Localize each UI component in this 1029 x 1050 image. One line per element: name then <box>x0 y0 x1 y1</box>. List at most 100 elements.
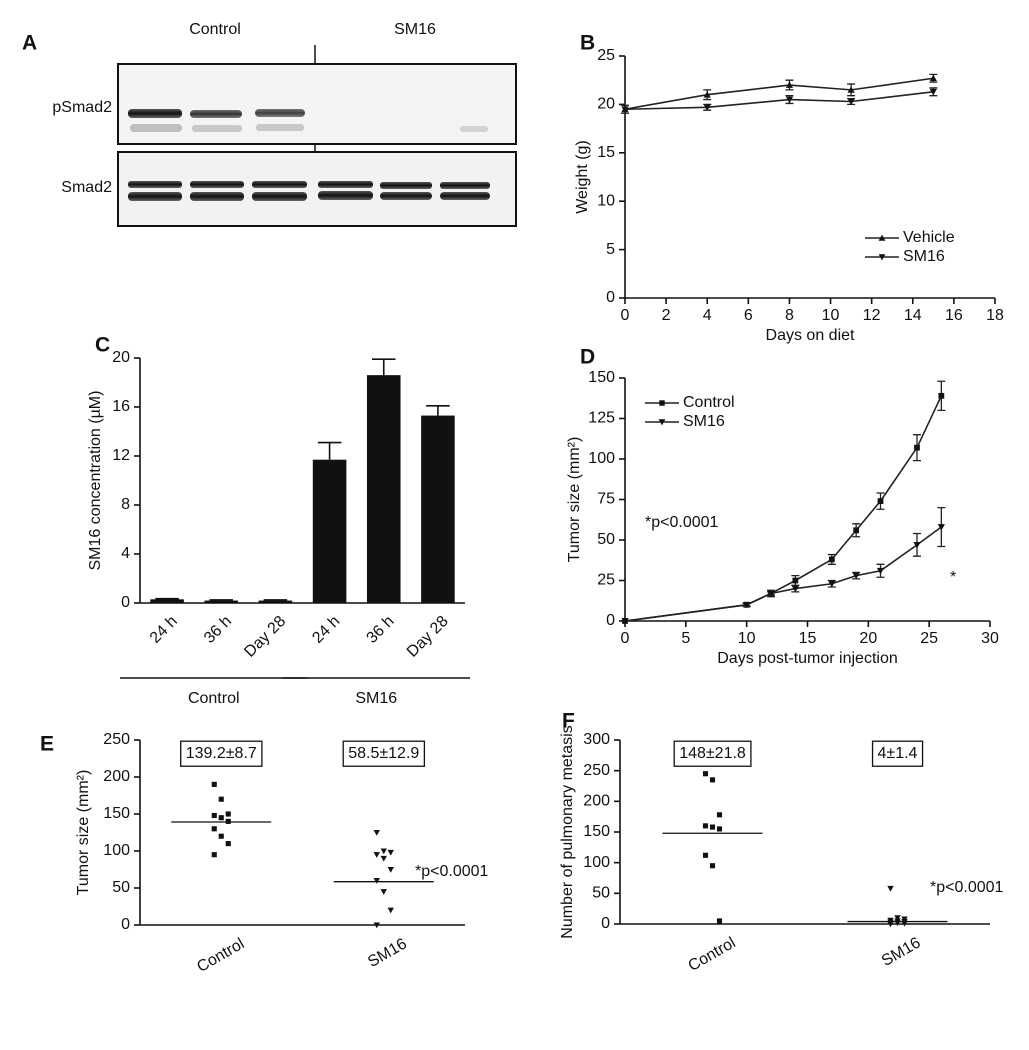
y-tick-label: 20 <box>112 349 130 366</box>
x-tick-label: 6 <box>744 307 753 324</box>
y-tick-label: 20 <box>597 96 615 113</box>
y-tick-label: 100 <box>103 842 130 859</box>
marker <box>901 920 908 927</box>
panel-letter: E <box>40 733 54 756</box>
error-bar <box>426 404 450 416</box>
y-tick-label: 8 <box>121 496 130 513</box>
marker <box>847 86 855 93</box>
y-tick-label: 0 <box>601 915 610 932</box>
bar <box>204 600 239 603</box>
bar <box>258 600 293 603</box>
y-tick-label: 4 <box>121 545 130 562</box>
x-axis-label: Days post-tumor injection <box>717 650 898 667</box>
annotation: *p<0.0001 <box>645 514 719 531</box>
marker <box>703 104 711 111</box>
mean-label: 139.2±8.7 <box>186 745 257 762</box>
marker <box>785 81 794 88</box>
legend-label: Vehicle <box>903 229 955 246</box>
group-label: Control <box>189 21 241 38</box>
y-tick-label: 250 <box>103 731 130 748</box>
marker <box>709 863 716 869</box>
marker <box>716 918 723 924</box>
marker <box>211 812 217 819</box>
x-tick-label: 4 <box>703 307 712 324</box>
marker <box>218 833 224 839</box>
bar <box>366 375 401 603</box>
mean-label: 148±21.8 <box>679 745 746 762</box>
x-tick-label: Day 28 <box>404 613 452 661</box>
marker <box>894 920 901 926</box>
y-axis-label: Number of pulmonary metasis <box>559 725 576 938</box>
mean-label: 58.5±12.9 <box>348 745 419 762</box>
y-tick-label: 100 <box>588 450 615 467</box>
marker <box>373 852 380 858</box>
panel-letter: A <box>22 32 37 55</box>
error-bar <box>263 599 288 601</box>
marker <box>847 98 855 106</box>
y-axis-label: SM16 concentration (µM) <box>87 391 104 571</box>
legend-label: SM16 <box>683 413 725 430</box>
legend-marker <box>878 254 886 261</box>
marker <box>716 826 723 832</box>
bar <box>150 599 184 603</box>
series-line <box>624 526 942 622</box>
group-label: Control <box>188 690 240 707</box>
panel-letter: B <box>580 32 595 55</box>
marker <box>702 771 709 777</box>
y-tick-label: 125 <box>588 410 615 427</box>
marker <box>373 922 380 929</box>
mean-label: 4±1.4 <box>878 745 918 762</box>
x-tick-label: 12 <box>863 307 881 324</box>
x-tick-label: 24 h <box>147 613 181 647</box>
marker <box>218 796 224 802</box>
marker <box>218 815 224 821</box>
y-tick-label: 0 <box>121 916 130 933</box>
y-tick-label: 150 <box>103 805 130 822</box>
y-axis-label: Weight (g) <box>574 140 591 214</box>
marker <box>225 841 231 847</box>
marker <box>702 852 709 858</box>
x-tick-label: 8 <box>785 307 794 324</box>
series-line <box>624 395 943 622</box>
x-tick-label: Control <box>194 935 247 976</box>
annotation: * <box>950 569 956 586</box>
y-tick-label: 50 <box>597 531 615 548</box>
mean-label-box <box>673 740 752 767</box>
panel-letter: F <box>562 710 575 733</box>
error-bar <box>371 358 396 376</box>
blot-box <box>117 63 517 145</box>
x-tick-label: 0 <box>621 307 630 324</box>
y-tick-label: 5 <box>606 241 615 258</box>
marker <box>852 572 860 580</box>
marker <box>373 829 380 836</box>
marker <box>887 921 894 928</box>
y-tick-label: 25 <box>597 572 615 589</box>
y-tick-label: 250 <box>583 762 610 779</box>
marker <box>387 866 394 873</box>
marker <box>894 915 901 922</box>
y-tick-label: 50 <box>112 879 130 896</box>
x-tick-label: 18 <box>986 307 1004 324</box>
panel-letter: C <box>95 334 110 357</box>
x-tick-label: 20 <box>859 630 877 647</box>
group-label: SM16 <box>355 690 397 707</box>
marker <box>929 88 937 96</box>
marker <box>709 824 716 830</box>
y-tick-label: 0 <box>606 289 615 306</box>
marker <box>716 812 723 818</box>
panel-letter: D <box>580 346 595 369</box>
annotation: *p<0.0001 <box>415 863 489 880</box>
y-tick-label: 0 <box>606 612 615 629</box>
group-label: SM16 <box>394 21 436 38</box>
y-tick-label: 16 <box>112 398 130 415</box>
marker <box>887 885 894 892</box>
marker <box>373 878 380 884</box>
x-tick-label: 36 h <box>364 613 398 647</box>
marker <box>914 444 920 451</box>
x-axis-label: Days on diet <box>766 327 855 344</box>
y-tick-label: 15 <box>597 144 615 161</box>
x-tick-label: 10 <box>738 630 756 647</box>
marker <box>702 823 709 829</box>
x-tick-label: 5 <box>681 630 690 647</box>
marker <box>929 74 937 82</box>
